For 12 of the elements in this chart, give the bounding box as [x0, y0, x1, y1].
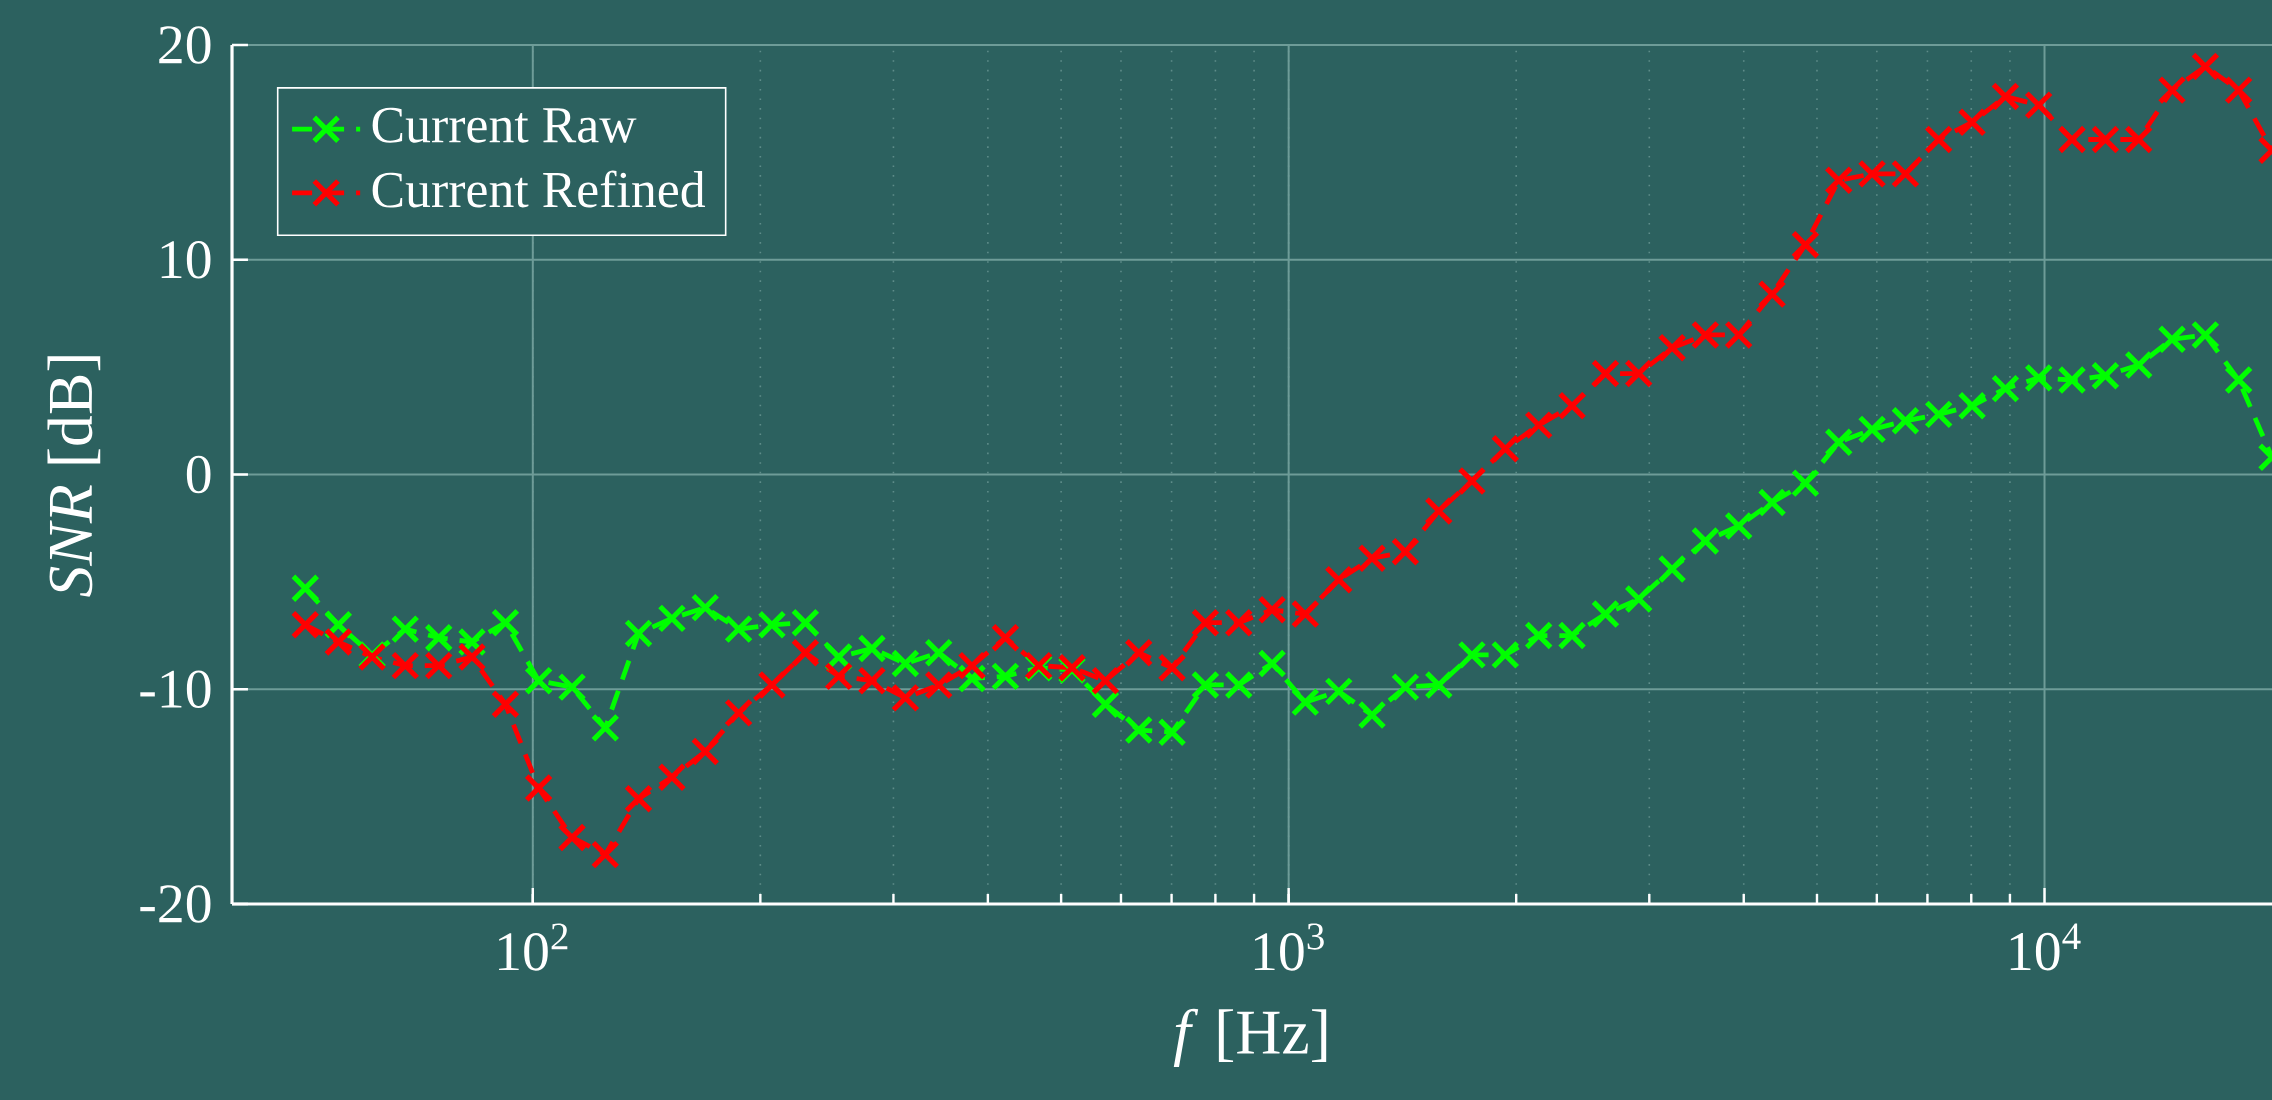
x-tick-label: 10$^{3}$ — [1254, 923, 1324, 971]
legend-label: Current Refined — [372, 170, 706, 208]
y-axis-title: SNR [dB] — [47, 356, 101, 597]
y-tick-label: -10 — [140, 670, 211, 709]
x-tick-label: 10$^{4}$ — [2010, 923, 2081, 971]
legend-label: Current Raw — [372, 107, 637, 143]
y-tick-label: 0 — [186, 455, 211, 494]
y-tick-label: -20 — [140, 885, 211, 923]
y-tick-label: 10 — [161, 240, 211, 279]
x-tick-label: 10$^{2}$ — [499, 923, 568, 971]
y-tick-label: 20 — [159, 26, 211, 64]
x-axis-title: f [Hz] — [1173, 1008, 1327, 1068]
